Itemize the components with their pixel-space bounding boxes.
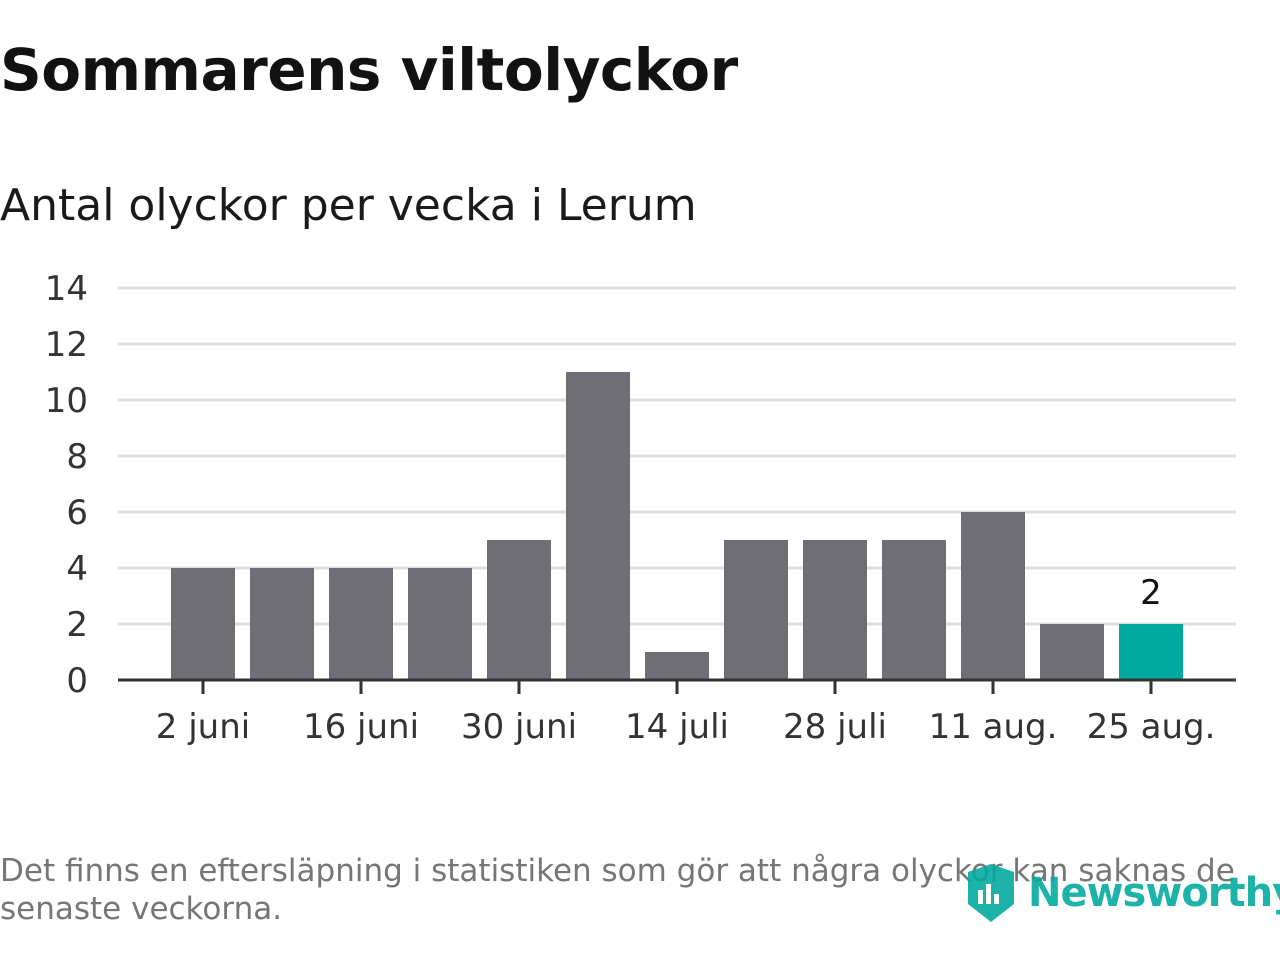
bar-9-juni: [250, 568, 314, 680]
y-tick-label-2: 2: [66, 605, 88, 645]
y-axis-ticks: 0 2 4 6 8 10 12 14: [45, 269, 88, 701]
chart-subtitle: Antal olyckor per vecka i Lerum: [0, 180, 697, 231]
y-tick-label-8: 8: [66, 437, 88, 477]
y-tick-label-0: 0: [66, 661, 88, 701]
chart-title: Sommarens viltolyckor: [0, 36, 738, 104]
y-tick-label-12: 12: [45, 325, 88, 365]
bar-25-aug-: [1119, 624, 1183, 680]
y-tick-label-14: 14: [45, 269, 88, 309]
bar-14-juli: [645, 652, 709, 680]
footnote: Det finns en eftersläpning i statistiken…: [0, 853, 1235, 927]
y-tick-label-6: 6: [66, 493, 88, 533]
bar-21-juli: [724, 540, 788, 680]
bar-11-aug-: [961, 512, 1025, 680]
y-tick-label-10: 10: [45, 381, 88, 421]
data-labels: 2: [1140, 573, 1162, 613]
bar-30-juni: [487, 540, 551, 680]
newsworthy-logo-icon: [968, 864, 1014, 922]
y-tick-label-4: 4: [66, 549, 88, 589]
bar-4-aug-: [882, 540, 946, 680]
bar-18-aug-: [1040, 624, 1104, 680]
x-tick-label-16-juni: 16 juni: [303, 707, 419, 747]
bar-28-juli: [803, 540, 867, 680]
bar-2-juni: [171, 568, 235, 680]
bars: [171, 372, 1183, 680]
newsworthy-logo-text: Newsworthy: [1028, 870, 1280, 916]
data-label-12: 2: [1140, 573, 1162, 613]
bar-16-juni: [329, 568, 393, 680]
x-tick-label-2-juni: 2 juni: [156, 707, 250, 747]
x-tick-label-28-juli: 28 juli: [783, 707, 887, 747]
bar-7-juli: [566, 372, 630, 680]
x-tick-label-11-aug-: 11 aug.: [929, 707, 1058, 747]
bar-23-juni: [408, 568, 472, 680]
newsworthy-logo: Newsworthy: [964, 862, 1280, 924]
x-tick-label-25-aug-: 25 aug.: [1087, 707, 1216, 747]
x-tick-label-30-juni: 30 juni: [461, 707, 577, 747]
x-tick-label-14-juli: 14 juli: [625, 707, 729, 747]
x-axis: 2 juni 16 juni 30 juni 14 juli 28 juli 11 aug…: [118, 678, 1236, 747]
